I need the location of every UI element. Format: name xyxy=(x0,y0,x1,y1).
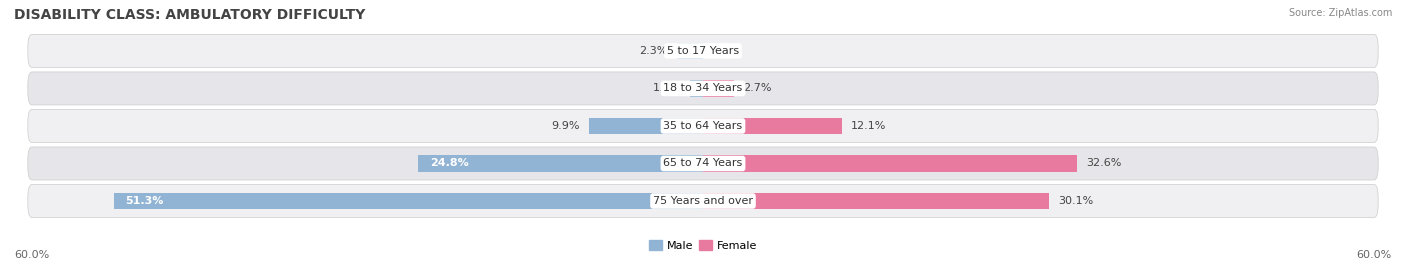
FancyBboxPatch shape xyxy=(28,147,1378,180)
Bar xyxy=(676,43,703,59)
Bar xyxy=(418,155,703,172)
FancyBboxPatch shape xyxy=(28,34,1378,68)
Text: 1.1%: 1.1% xyxy=(652,83,681,94)
Bar xyxy=(703,80,734,97)
Text: 51.3%: 51.3% xyxy=(125,196,165,206)
Text: 24.8%: 24.8% xyxy=(430,158,468,169)
FancyBboxPatch shape xyxy=(28,109,1378,143)
Text: 5 to 17 Years: 5 to 17 Years xyxy=(666,46,740,56)
Bar xyxy=(589,118,703,134)
FancyBboxPatch shape xyxy=(28,72,1378,105)
Text: 2.3%: 2.3% xyxy=(640,46,668,56)
Text: 65 to 74 Years: 65 to 74 Years xyxy=(664,158,742,169)
Bar xyxy=(114,193,703,209)
Text: 35 to 64 Years: 35 to 64 Years xyxy=(664,121,742,131)
Bar xyxy=(703,193,1049,209)
Text: 9.9%: 9.9% xyxy=(551,121,581,131)
Text: 32.6%: 32.6% xyxy=(1087,158,1122,169)
Text: 75 Years and over: 75 Years and over xyxy=(652,196,754,206)
Bar xyxy=(690,80,703,97)
Bar xyxy=(703,155,1077,172)
Text: 60.0%: 60.0% xyxy=(1357,250,1392,260)
Text: 60.0%: 60.0% xyxy=(14,250,49,260)
Text: 18 to 34 Years: 18 to 34 Years xyxy=(664,83,742,94)
Text: 0.0%: 0.0% xyxy=(713,46,741,56)
Legend: Male, Female: Male, Female xyxy=(644,236,762,255)
FancyBboxPatch shape xyxy=(28,184,1378,218)
Text: 30.1%: 30.1% xyxy=(1057,196,1092,206)
Text: DISABILITY CLASS: AMBULATORY DIFFICULTY: DISABILITY CLASS: AMBULATORY DIFFICULTY xyxy=(14,8,366,22)
Text: 12.1%: 12.1% xyxy=(851,121,887,131)
Text: Source: ZipAtlas.com: Source: ZipAtlas.com xyxy=(1288,8,1392,18)
Text: 2.7%: 2.7% xyxy=(744,83,772,94)
Bar xyxy=(703,118,842,134)
